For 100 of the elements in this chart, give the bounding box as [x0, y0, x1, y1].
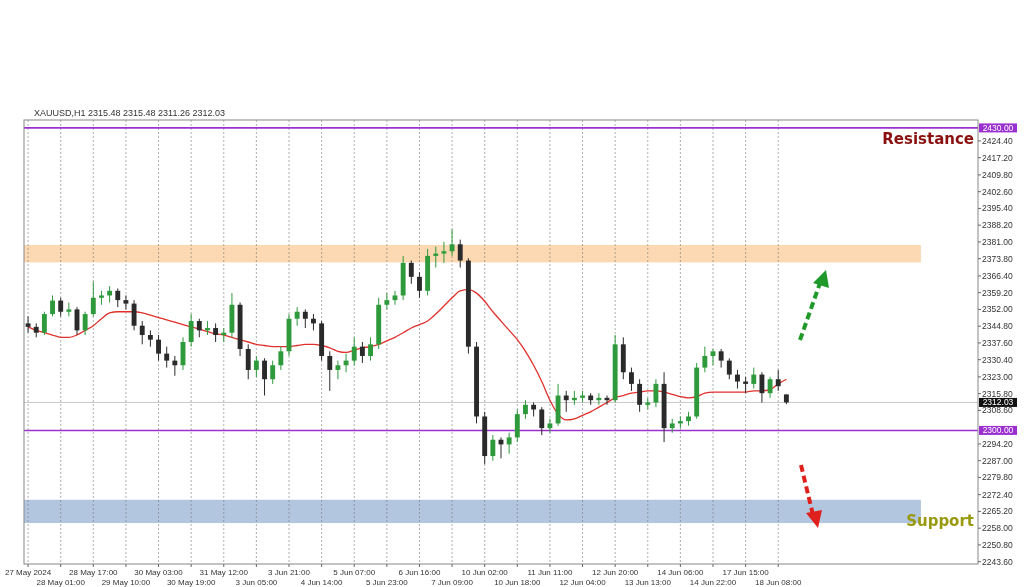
y-tick-label: 2373.80 [982, 253, 1013, 264]
y-tick-label: 2337.60 [982, 337, 1013, 348]
ref-line-label: 2430.00 [982, 122, 1014, 133]
y-tick-label: 2417.20 [982, 152, 1013, 163]
candlestick [735, 369, 740, 390]
y-tick-label: 2279.80 [982, 472, 1013, 483]
candlestick [115, 287, 121, 308]
candlestick [457, 239, 463, 269]
candlestick [164, 346, 170, 369]
candlestick [441, 241, 447, 264]
candlestick [408, 260, 414, 285]
y-tick-label: 2402.60 [982, 186, 1013, 197]
x-tick-label: 14 Jun 06:00 [657, 568, 705, 577]
y-tick-label: 2258.00 [982, 523, 1013, 534]
candlestick [449, 228, 455, 257]
x-tick-label: 12 Jun 20:00 [592, 568, 639, 577]
candlestick [433, 246, 439, 269]
ref-line-label: 2300.00 [982, 425, 1014, 436]
candlestick [335, 360, 341, 380]
candlestick [262, 357, 267, 397]
y-tick-label: 2424.40 [982, 135, 1013, 146]
y-tick-label: 2330.40 [982, 354, 1013, 365]
candlestick [90, 281, 96, 317]
y-tick-label: 2323.00 [982, 371, 1013, 382]
candlestick [637, 378, 643, 413]
candlestick [156, 334, 161, 362]
x-tick-label: 7 Jun 09:00 [431, 578, 474, 587]
candlestick [123, 294, 129, 310]
y-tick-label: 2243.60 [982, 556, 1013, 567]
candlestick [547, 418, 553, 434]
x-tick-label: 29 May 10:00 [101, 578, 151, 587]
candlestick [294, 306, 300, 327]
x-tick-label: 13 Jun 13:00 [624, 578, 672, 587]
candlestick [506, 432, 512, 455]
x-tick-label: 6 Jun 16:00 [398, 568, 441, 577]
x-tick-label: 30 May 19:00 [166, 578, 216, 587]
y-tick-label: 2366.40 [982, 270, 1013, 281]
y-tick-label: 2395.40 [982, 203, 1013, 214]
x-tick-label: 3 Jun 21:00 [268, 568, 311, 577]
candlestick [514, 408, 520, 443]
x-tick-label: 31 May 12:00 [199, 568, 249, 577]
candlestick [270, 360, 276, 385]
y-tick-label: 2409.80 [982, 169, 1013, 180]
x-tick-label: 5 Jun 07:00 [333, 568, 376, 577]
candlestick [278, 346, 284, 371]
candlestick [139, 320, 145, 345]
x-tick-label: 27 May 2024 [4, 568, 52, 577]
candlestick [726, 357, 732, 380]
x-tick-label: 4 Jun 14:00 [300, 578, 344, 587]
candlestick [417, 271, 422, 299]
candlestick [751, 367, 757, 390]
x-tick-label: 28 May 17:00 [69, 568, 119, 577]
x-tick-label: 10 Jun 02:00 [461, 568, 509, 577]
candlestick [767, 376, 773, 399]
line-series [27, 288, 788, 421]
candlestick [368, 336, 373, 362]
candlestick [653, 378, 659, 408]
x-tick-label: 28 May 01:00 [36, 578, 86, 587]
candlestick [25, 315, 31, 334]
x-tick-label: 10 Jun 18:00 [494, 578, 541, 587]
candlestick [490, 434, 496, 462]
candlestick [196, 318, 202, 338]
candlestick [41, 311, 47, 336]
y-tick-label: 2294.20 [982, 438, 1013, 449]
candlestick [131, 299, 137, 331]
y-tick-label: 2250.80 [982, 539, 1013, 550]
y-tick-label: 2388.20 [982, 220, 1013, 231]
candlestick [759, 371, 765, 403]
y-tick-label: 2265.20 [982, 506, 1013, 517]
candlestick [245, 343, 251, 380]
y-tick-label: 2381.00 [982, 236, 1013, 247]
annotation: Support [906, 512, 974, 530]
candlestick [253, 355, 259, 378]
y-tick-label: 2359.20 [982, 287, 1013, 298]
candlestick [302, 308, 308, 329]
y-tick-label: 2272.40 [982, 489, 1013, 500]
candlestick [359, 341, 365, 364]
candlestick [775, 369, 781, 392]
candlestick [213, 322, 219, 343]
x-tick-label: 30 May 03:00 [134, 568, 184, 577]
y-tick-label: 2315.80 [982, 388, 1013, 399]
x-tick-label: 5 Jun 23:00 [365, 578, 409, 587]
candlestick [718, 348, 724, 369]
x-tick-label: 18 Jun 08:00 [755, 578, 802, 587]
y-tick-label: 2308.60 [982, 405, 1013, 416]
candlestick [82, 311, 88, 336]
y-tick-label: 2344.80 [982, 321, 1013, 332]
chart-title: XAUUSD,H1 2315.48 2315.48 2311.26 2312.03 [34, 108, 225, 118]
candlestick [327, 350, 333, 392]
annotation: Resistance [882, 129, 974, 148]
candlestick [523, 399, 528, 420]
x-tick-label: 3 Jun 05:00 [235, 578, 278, 587]
ref-line-label: 2312.03 [982, 397, 1014, 408]
x-tick-label: 17 Jun 15:00 [722, 568, 770, 577]
candlestick [702, 346, 708, 373]
candlestick [188, 313, 194, 348]
x-tick-label: 12 Jun 04:00 [559, 578, 607, 587]
y-tick-label: 2352.00 [982, 304, 1013, 315]
x-tick-label: 14 Jun 22:00 [689, 578, 737, 587]
candlestick [351, 336, 357, 366]
